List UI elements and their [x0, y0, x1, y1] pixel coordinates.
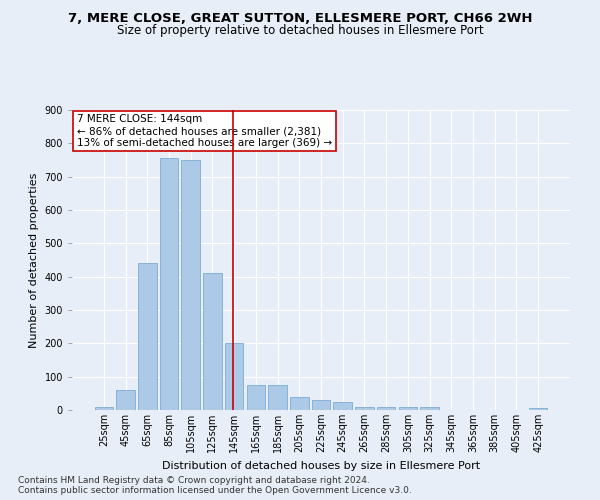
Bar: [398, 406, 417, 410]
Bar: [225, 344, 244, 410]
Bar: [529, 408, 547, 410]
Text: Size of property relative to detached houses in Ellesmere Port: Size of property relative to detached ho…: [116, 24, 484, 37]
Bar: [355, 406, 374, 410]
Text: Contains public sector information licensed under the Open Government Licence v3: Contains public sector information licen…: [18, 486, 412, 495]
Bar: [181, 160, 200, 410]
X-axis label: Distribution of detached houses by size in Ellesmere Port: Distribution of detached houses by size …: [162, 460, 480, 470]
Text: Contains HM Land Registry data © Crown copyright and database right 2024.: Contains HM Land Registry data © Crown c…: [18, 476, 370, 485]
Bar: [334, 402, 352, 410]
Bar: [421, 406, 439, 410]
Bar: [116, 390, 135, 410]
Bar: [203, 274, 221, 410]
Bar: [290, 396, 308, 410]
Bar: [268, 385, 287, 410]
Bar: [312, 400, 330, 410]
Bar: [95, 406, 113, 410]
Text: 7, MERE CLOSE, GREAT SUTTON, ELLESMERE PORT, CH66 2WH: 7, MERE CLOSE, GREAT SUTTON, ELLESMERE P…: [68, 12, 532, 26]
Text: 7 MERE CLOSE: 144sqm
← 86% of detached houses are smaller (2,381)
13% of semi-de: 7 MERE CLOSE: 144sqm ← 86% of detached h…: [77, 114, 332, 148]
Bar: [138, 264, 157, 410]
Bar: [247, 385, 265, 410]
Y-axis label: Number of detached properties: Number of detached properties: [29, 172, 39, 348]
Bar: [160, 158, 178, 410]
Bar: [377, 406, 395, 410]
